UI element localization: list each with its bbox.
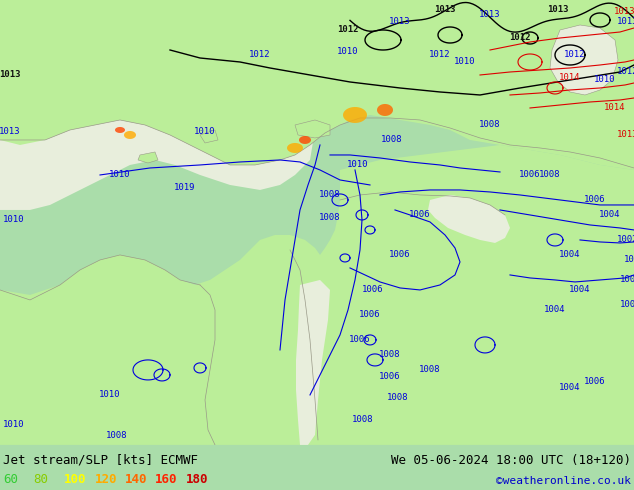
Text: 100: 100 bbox=[620, 275, 634, 285]
Text: 1006: 1006 bbox=[585, 196, 605, 204]
Polygon shape bbox=[428, 195, 510, 243]
Text: 1010: 1010 bbox=[100, 391, 120, 399]
Text: 1006: 1006 bbox=[410, 211, 430, 220]
Text: 1006: 1006 bbox=[519, 171, 541, 179]
Text: 160: 160 bbox=[155, 473, 178, 487]
Text: 1013: 1013 bbox=[0, 127, 21, 137]
Text: 1013: 1013 bbox=[389, 18, 411, 26]
Text: 1013: 1013 bbox=[547, 5, 569, 15]
Text: 1008: 1008 bbox=[419, 366, 441, 374]
Polygon shape bbox=[0, 145, 634, 445]
Text: 120: 120 bbox=[94, 473, 117, 487]
Text: 1013: 1013 bbox=[618, 130, 634, 140]
Text: 1010: 1010 bbox=[109, 171, 131, 179]
Text: 1013: 1013 bbox=[618, 18, 634, 26]
Polygon shape bbox=[343, 107, 367, 123]
Text: 1006: 1006 bbox=[585, 377, 605, 387]
Text: 1013: 1013 bbox=[434, 5, 456, 15]
Text: 1006: 1006 bbox=[362, 286, 384, 294]
Text: 140: 140 bbox=[125, 473, 147, 487]
Text: ©weatheronline.co.uk: ©weatheronline.co.uk bbox=[496, 476, 631, 487]
Text: We 05-06-2024 18:00 UTC (18+120): We 05-06-2024 18:00 UTC (18+120) bbox=[391, 454, 631, 467]
Polygon shape bbox=[138, 152, 158, 163]
Text: 1004: 1004 bbox=[559, 250, 581, 259]
Text: 1008: 1008 bbox=[320, 214, 340, 222]
Polygon shape bbox=[296, 280, 330, 445]
Polygon shape bbox=[0, 0, 634, 170]
Text: 1012: 1012 bbox=[249, 50, 271, 59]
Text: 100: 100 bbox=[64, 473, 86, 487]
Text: 100: 100 bbox=[620, 300, 634, 310]
Polygon shape bbox=[287, 143, 303, 153]
Text: 1006: 1006 bbox=[349, 336, 371, 344]
Text: 1006: 1006 bbox=[359, 311, 381, 319]
Text: 1008: 1008 bbox=[107, 431, 127, 441]
Text: 1004: 1004 bbox=[599, 211, 621, 220]
Text: 1008: 1008 bbox=[379, 350, 401, 360]
Text: 1013: 1013 bbox=[479, 10, 501, 20]
Polygon shape bbox=[124, 131, 136, 139]
Polygon shape bbox=[0, 255, 200, 435]
Text: 1012: 1012 bbox=[564, 50, 586, 59]
Text: 1014: 1014 bbox=[604, 103, 626, 113]
Polygon shape bbox=[0, 0, 320, 210]
Text: 1008: 1008 bbox=[387, 393, 409, 402]
Text: 80: 80 bbox=[34, 473, 49, 487]
Polygon shape bbox=[0, 0, 320, 100]
Text: 1002: 1002 bbox=[618, 236, 634, 245]
Text: 1008: 1008 bbox=[353, 416, 374, 424]
Text: 1013: 1013 bbox=[614, 7, 634, 17]
Text: 1004: 1004 bbox=[569, 286, 591, 294]
Text: 1008: 1008 bbox=[479, 121, 501, 129]
Polygon shape bbox=[0, 0, 160, 120]
Polygon shape bbox=[377, 104, 393, 116]
Text: Jet stream/SLP [kts] ECMWF: Jet stream/SLP [kts] ECMWF bbox=[3, 454, 198, 467]
Text: 1010: 1010 bbox=[194, 127, 216, 137]
Text: 60: 60 bbox=[3, 473, 18, 487]
Text: 1008: 1008 bbox=[540, 171, 560, 179]
Polygon shape bbox=[299, 136, 311, 144]
Text: 1010: 1010 bbox=[3, 420, 25, 429]
Text: 1012: 1012 bbox=[429, 50, 451, 59]
Text: 1010: 1010 bbox=[454, 57, 476, 67]
Text: 1008: 1008 bbox=[381, 135, 403, 145]
Text: 180: 180 bbox=[186, 473, 208, 487]
Text: 1006: 1006 bbox=[379, 372, 401, 381]
Text: 1013: 1013 bbox=[0, 71, 21, 79]
Text: 1010: 1010 bbox=[3, 216, 25, 224]
Text: 1004: 1004 bbox=[544, 305, 566, 315]
Text: 1008: 1008 bbox=[320, 191, 340, 199]
Text: 1010: 1010 bbox=[337, 48, 359, 56]
Polygon shape bbox=[200, 130, 218, 143]
Text: 1010: 1010 bbox=[594, 75, 616, 84]
Text: 1004: 1004 bbox=[624, 255, 634, 265]
Text: 1014: 1014 bbox=[559, 74, 581, 82]
Text: 1012: 1012 bbox=[618, 68, 634, 76]
Text: 1010: 1010 bbox=[347, 160, 369, 170]
Text: 1012: 1012 bbox=[337, 25, 359, 34]
Text: 1006: 1006 bbox=[389, 250, 411, 259]
Text: 1004: 1004 bbox=[559, 384, 581, 392]
Text: 1012: 1012 bbox=[509, 33, 531, 43]
Polygon shape bbox=[295, 120, 330, 138]
Text: 1019: 1019 bbox=[174, 183, 196, 193]
Polygon shape bbox=[115, 127, 125, 133]
Polygon shape bbox=[550, 25, 618, 95]
